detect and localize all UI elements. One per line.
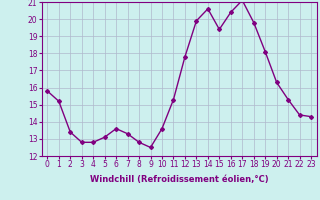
X-axis label: Windchill (Refroidissement éolien,°C): Windchill (Refroidissement éolien,°C) (90, 175, 268, 184)
